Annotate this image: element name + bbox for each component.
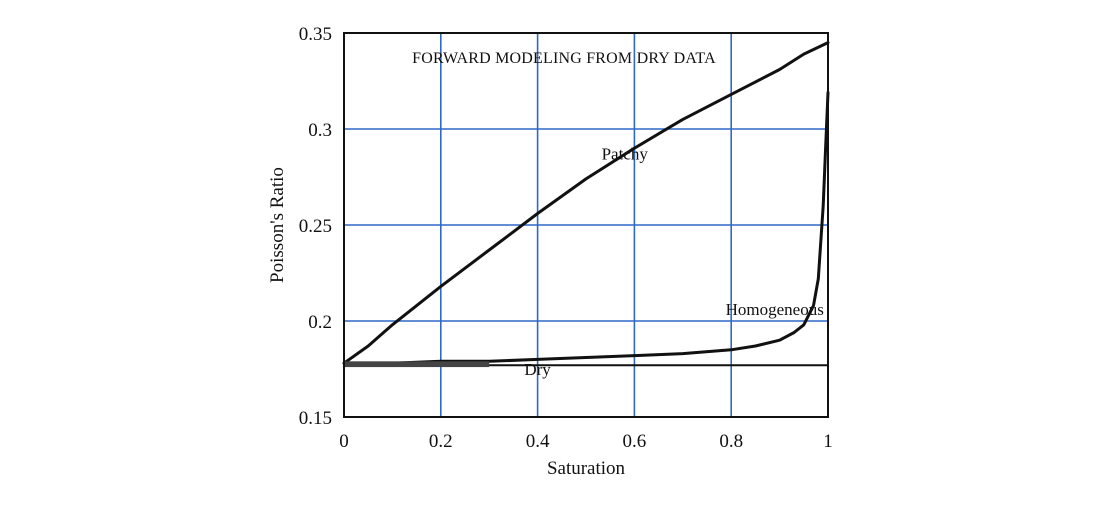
x-tick-label: 0.4 (526, 431, 550, 452)
grid-layer (344, 33, 828, 417)
series-line-patchy (342, 41, 830, 365)
plot-frame (343, 32, 829, 418)
annotation-layer: Patchy Homogeneous Dry (524, 145, 823, 379)
series-layer (342, 41, 830, 368)
curve-label-homogeneous: Homogeneous (726, 300, 824, 319)
x-axis-title: Saturation (547, 458, 626, 479)
series-line-homogeneous (342, 91, 830, 365)
tick-layer: 0 0.2 0.4 0.6 0.8 1 0.15 0.2 0.25 0.3 0.35 (299, 24, 833, 452)
x-tick-label: 0.8 (719, 431, 743, 452)
y-tick-label: 0.3 (308, 120, 332, 141)
y-tick-label: 0.15 (299, 408, 332, 429)
y-tick-label: 0.35 (299, 24, 332, 45)
y-axis-title: Poisson's Ratio (267, 167, 288, 283)
curve-label-dry: Dry (524, 360, 551, 379)
chart-title: FORWARD MODELING FROM DRY DATA (412, 50, 716, 67)
x-tick-label: 0.6 (623, 431, 647, 452)
dry-band (344, 361, 490, 368)
x-tick-label: 0.2 (429, 431, 453, 452)
x-tick-label: 0 (339, 431, 349, 452)
x-tick-label: 1 (823, 431, 833, 452)
curve-label-patchy: Patchy (602, 145, 649, 164)
y-tick-label: 0.25 (299, 216, 332, 237)
y-tick-label: 0.2 (308, 312, 332, 333)
